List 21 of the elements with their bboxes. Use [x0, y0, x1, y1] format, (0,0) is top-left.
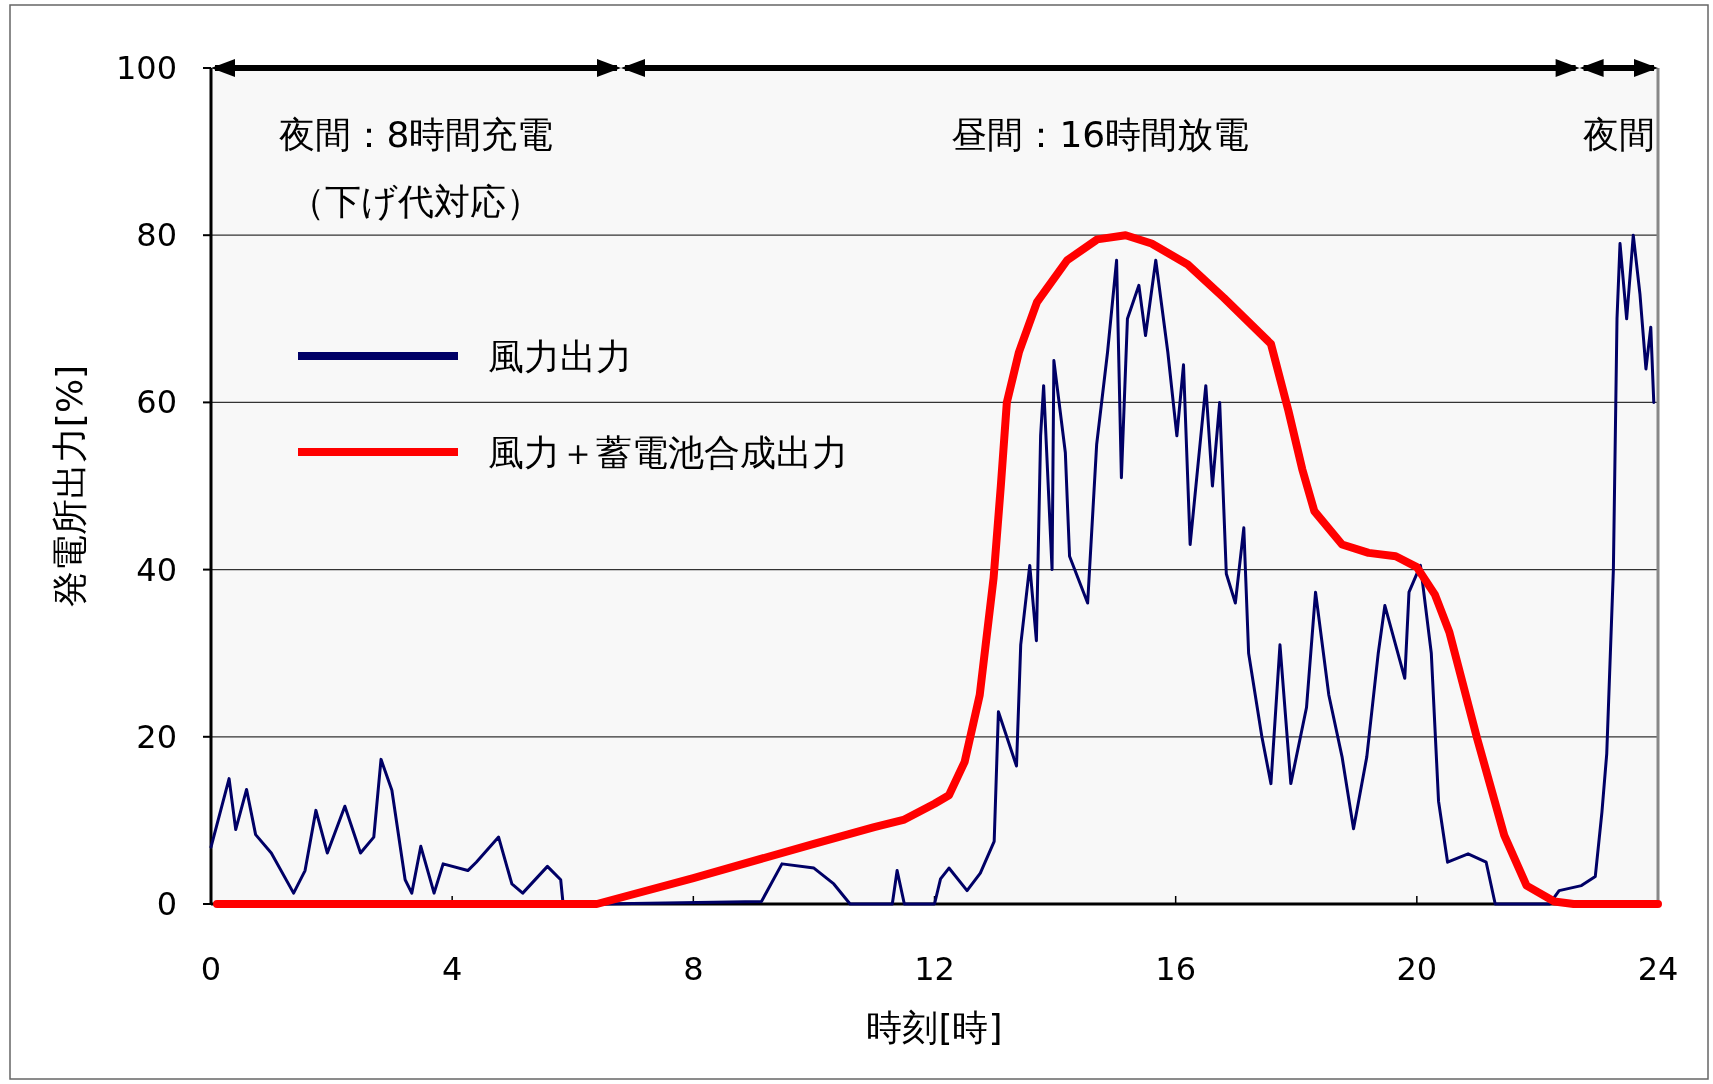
x-tick-label: 0 [200, 950, 222, 988]
y-tick-label: 0 [156, 885, 177, 923]
band-label: 昼間：16時間放電 [951, 113, 1250, 155]
band-label: 夜間：8時間充電 [278, 113, 554, 155]
y-tick-label: 60 [136, 383, 177, 422]
y-tick-label: 80 [136, 216, 177, 255]
y-tick-label: 40 [136, 550, 177, 589]
x-axis-title: 時刻[時] [866, 1007, 1003, 1048]
x-tick-label: 8 [683, 950, 704, 988]
x-tick-label: 4 [441, 950, 463, 988]
y-axis-title: 発電所出力[%] [49, 364, 90, 608]
x-tick-label: 16 [1155, 950, 1197, 988]
y-tick-label: 20 [136, 717, 177, 756]
band-label: 夜間 [1582, 113, 1655, 155]
x-tick-label: 12 [914, 950, 955, 988]
x-tick-label: 20 [1396, 950, 1438, 988]
annotation: （下げ代対応） [289, 180, 543, 222]
legend-label: 風力出力 [488, 336, 632, 377]
y-tick-label: 100 [115, 49, 177, 87]
legend-label: 風力＋蓄電池合成出力 [488, 432, 848, 473]
x-tick-label: 24 [1637, 950, 1679, 988]
